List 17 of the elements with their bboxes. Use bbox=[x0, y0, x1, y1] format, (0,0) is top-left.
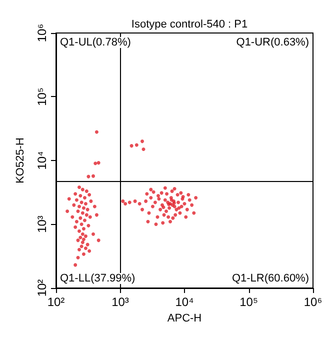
x-tick-label: 10⁶ bbox=[304, 295, 322, 309]
x-tick-label: 10⁴ bbox=[175, 295, 194, 309]
y-tick-label: 10² bbox=[35, 279, 49, 297]
annotation: Q1-LR(60.60%) bbox=[232, 272, 310, 284]
y-axis-title: KO525-H bbox=[14, 138, 26, 184]
annotation: Q1-UR(0.63%) bbox=[236, 36, 310, 48]
chart-title: Isotype control-540 : P1 bbox=[131, 18, 248, 30]
x-axis-title: APC-H bbox=[167, 312, 202, 324]
y-tick-label: 10⁶ bbox=[35, 24, 49, 42]
y-tick-label: 10⁵ bbox=[35, 88, 49, 106]
annotation: Q1-UL(0.78%) bbox=[60, 36, 131, 48]
annotation: Q1-LL(37.99%) bbox=[60, 272, 136, 284]
x-tick-label: 10⁵ bbox=[240, 295, 258, 309]
x-tick-label: 10² bbox=[47, 295, 65, 309]
y-tick-label: 10⁴ bbox=[35, 151, 49, 170]
y-tick-label: 10³ bbox=[35, 216, 49, 233]
x-tick-label: 10³ bbox=[112, 295, 129, 309]
